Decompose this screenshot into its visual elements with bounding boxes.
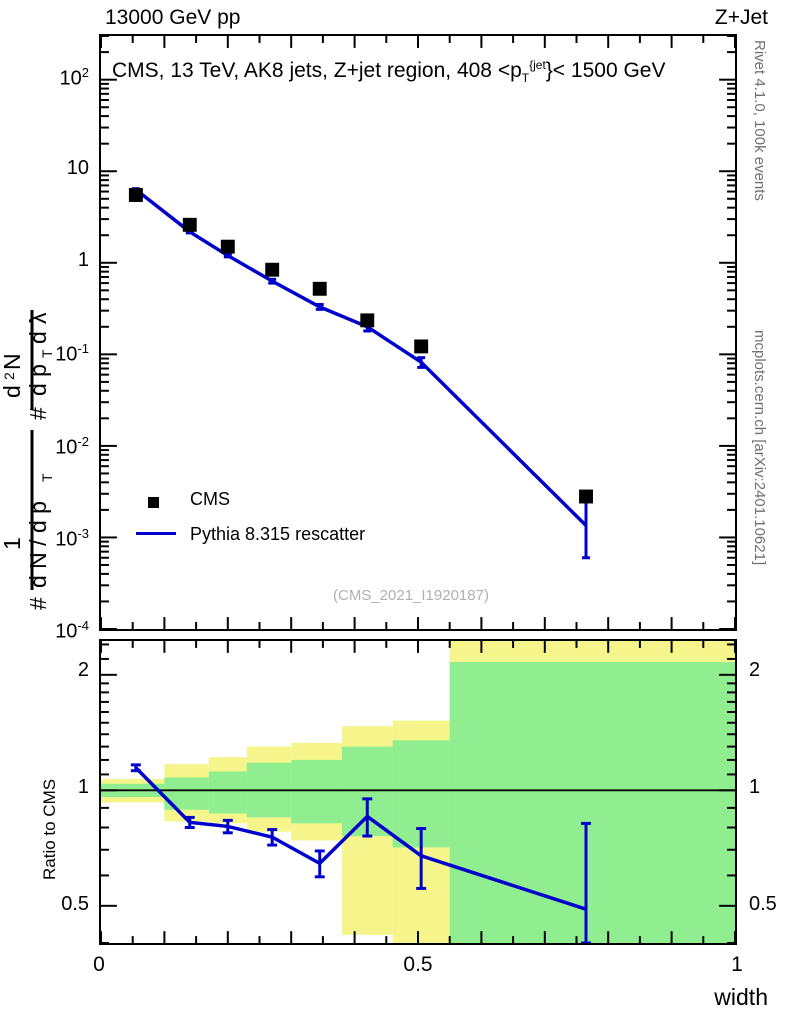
xtick-label-0: 0	[93, 953, 105, 976]
svg-text:#: #	[25, 597, 51, 610]
svg-text:1: 1	[2, 537, 25, 550]
mcplots-source-caption: mcplots.cern.ch [arXiv:2401.10621]	[751, 330, 768, 566]
ratio-ytick-label-right-2: 0.5	[749, 893, 777, 916]
x-axis-label: width	[714, 984, 768, 1010]
plot-title-prefix: CMS, 13 TeV, AK8 jets, Z+jet region, 408…	[112, 59, 522, 82]
svg-text:N: N	[2, 353, 25, 370]
rivet-version-caption: Rivet 4.1.0, 100k events	[751, 40, 768, 201]
xtick-label-2: 1	[731, 953, 743, 976]
svg-text:T: T	[39, 349, 55, 358]
main-ytick-label-3: 10-1	[55, 341, 89, 367]
ratio-ytick-label-right-0: 2	[749, 659, 761, 682]
process-label: Z+Jet	[714, 6, 768, 29]
svg-text:#: #	[25, 407, 51, 420]
main-ytick-label-0: 102	[59, 64, 89, 90]
svg-text:λ: λ	[25, 312, 51, 324]
main-ytick-label-1: 10	[66, 157, 89, 180]
svg-text:d p: d p	[25, 364, 51, 396]
ratio-ytick-label-left-1: 1	[77, 776, 89, 799]
legend-cms-label: CMS	[190, 489, 230, 509]
main-ytick-label-5: 10-3	[55, 525, 89, 551]
plot-title-sup: {jet	[529, 58, 546, 72]
legend-cms-marker	[148, 497, 159, 508]
ratio-ytick-label-left-2: 0.5	[61, 893, 89, 916]
plot-title: CMS, 13 TeV, AK8 jets, Z+jet region, 408…	[112, 58, 665, 85]
svg-text:d: d	[2, 385, 25, 398]
svg-text:d N / d p: d N / d p	[25, 501, 51, 588]
main-ytick-label-2: 1	[77, 249, 89, 272]
beam-energy-label: 13000 GeV pp	[105, 6, 241, 29]
main-y-axis-label: # d N / d p T # d p T d λ 1 d 2 N	[2, 310, 55, 610]
xtick-label-1: 0.5	[403, 953, 433, 976]
main-plot-canvas	[101, 36, 735, 629]
plot-title-sub: T	[521, 71, 530, 86]
main-plot-panel	[99, 34, 737, 631]
ratio-ytick-label-left-0: 2	[77, 659, 89, 682]
legend-pythia-line	[136, 532, 176, 535]
analysis-id-watermark: (CMS_2021_I1920187)	[333, 587, 489, 604]
ratio-ytick-label-right-1: 1	[749, 776, 761, 799]
main-ytick-label-6: 10-4	[55, 618, 89, 643]
legend-pythia-label: Pythia 8.315 rescatter	[190, 524, 366, 544]
plot-title-suffix: }< 1500 GeV	[545, 59, 666, 82]
ratio-plot-panel	[99, 639, 737, 945]
main-ytick-label-4: 10-2	[55, 433, 89, 459]
svg-text:2: 2	[2, 372, 17, 380]
ratio-plot-canvas	[101, 641, 735, 943]
svg-text:T: T	[39, 473, 55, 482]
